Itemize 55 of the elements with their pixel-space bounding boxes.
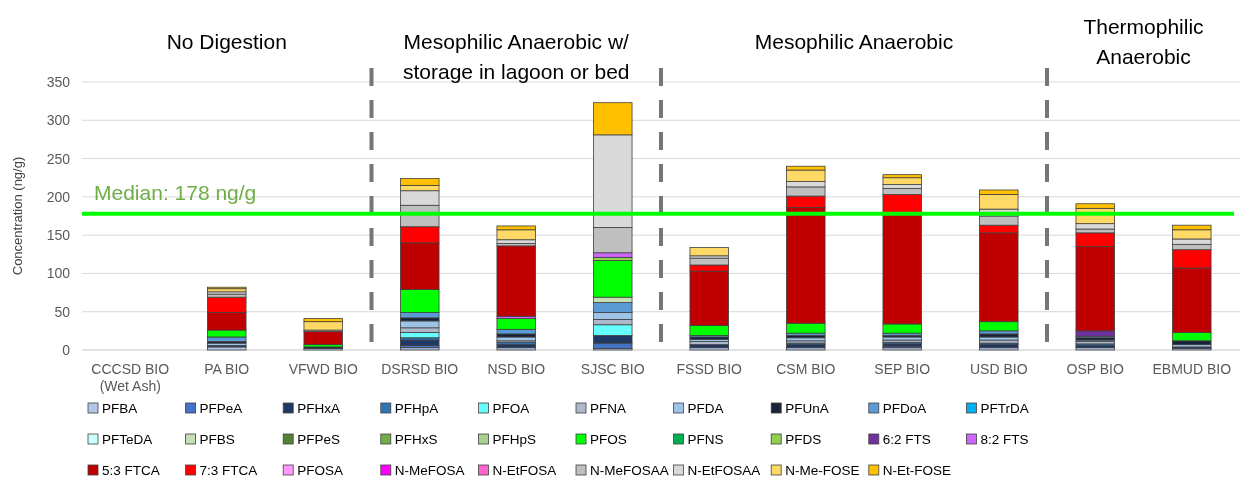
- legend-label: 8:2 FTS: [980, 432, 1029, 447]
- legend-label: PFHxA: [297, 401, 340, 416]
- legend-label: PFBA: [102, 401, 138, 416]
- x-tick-label: FSSD BIO: [676, 361, 743, 377]
- x-tick-label: DSRSD BIO: [381, 361, 459, 377]
- text: Mesophilic Anaerobic: [754, 30, 954, 53]
- legend-label: PFBS: [199, 432, 235, 447]
- x-tick-label: OSP BIO: [1066, 361, 1125, 377]
- x-tick-label: CSM BIO: [776, 361, 836, 377]
- legend-label: PFTrDA: [980, 401, 1029, 416]
- x-tick-label: SEP BIO: [874, 361, 931, 377]
- legend-label: PFHpA: [394, 401, 439, 416]
- legend-label: N-MeFOSA: [394, 463, 465, 478]
- text: No Digestion: [166, 30, 287, 53]
- y-tick-label: 200: [46, 188, 71, 205]
- text: Thermophilic Anaerobic: [1083, 15, 1204, 68]
- x-tick-label: NSD BIO: [487, 361, 546, 377]
- y-tick-label: 300: [46, 112, 71, 129]
- annotation: Mesophilic Anaerobic w/ storage in lagoon or bed: [403, 30, 630, 83]
- y-tick-label: 50: [54, 303, 71, 320]
- legend-label: PFNA: [590, 401, 627, 416]
- legend-label: PFPeA: [199, 401, 243, 416]
- legend-label: N-EtFOSA: [492, 463, 557, 478]
- legend-label: 6:2 FTS: [882, 432, 931, 447]
- x-tick-label: CCCSD BIO (Wet Ash): [91, 361, 170, 394]
- y-tick-label: 150: [46, 227, 71, 244]
- y-tick-label: 0: [62, 342, 71, 358]
- legend-label: N-MeFOSAA: [590, 463, 669, 478]
- legend-label: PFOA: [492, 401, 530, 416]
- legend-label: PFPeS: [297, 432, 340, 447]
- y-tick-label: 350: [46, 74, 71, 90]
- legend-label: PFOSA: [297, 463, 343, 478]
- legend-label: PFTeDA: [102, 432, 153, 447]
- x-tick-label: VFWD BIO: [288, 361, 358, 377]
- legend-label: PFUnA: [785, 401, 829, 416]
- legend-label: PFDoA: [882, 401, 927, 416]
- legend-label: 5:3 FTCA: [102, 463, 160, 478]
- legend-label: N-Me-FOSE: [785, 463, 860, 478]
- x-tick-label: EBMUD BIO: [1152, 361, 1232, 377]
- legend-label: PFDS: [785, 432, 822, 447]
- y-tick-label: 100: [46, 265, 71, 282]
- x-tick-label: USD BIO: [969, 361, 1028, 377]
- legend-label: PFDA: [687, 401, 724, 416]
- legend-label: PFNS: [687, 432, 724, 447]
- legend-label: PFHxS: [394, 432, 438, 447]
- legend-label: PFOS: [590, 432, 627, 447]
- y-tick-label: 250: [46, 150, 71, 167]
- legend-label: PFHpS: [492, 432, 536, 447]
- legend-label: N-Et-FOSE: [882, 463, 952, 478]
- legend-label: 7:3 FTCA: [199, 463, 258, 478]
- legend-label: N-EtFOSAA: [687, 463, 761, 478]
- ref-line-label: Median: 178 ng/g: [94, 180, 257, 204]
- x-tick-label: SJSC BIO: [580, 361, 645, 377]
- y-axis-title: Concentration (ng/g): [10, 156, 25, 276]
- x-tick-label: PA BIO: [204, 361, 250, 377]
